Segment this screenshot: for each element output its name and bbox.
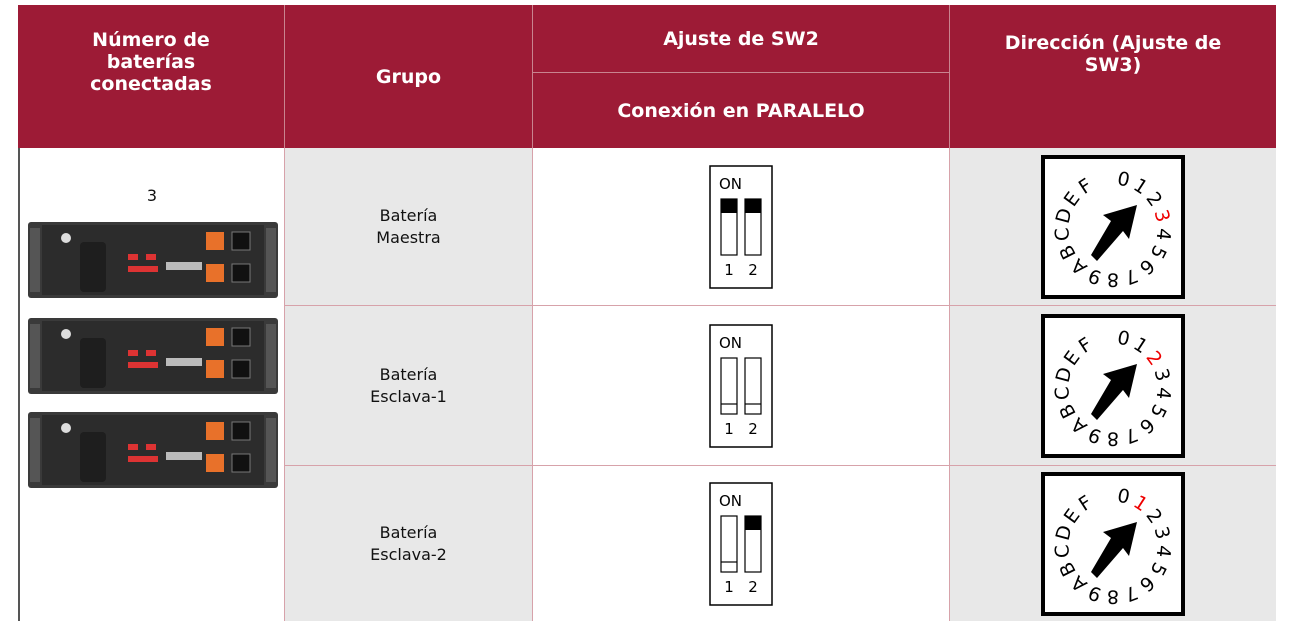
switch-frame bbox=[709, 323, 773, 448]
switch-number: 1 bbox=[724, 578, 734, 596]
dip-switch: ON 1 2 bbox=[709, 481, 773, 606]
group-cell: Batería Esclava-2 bbox=[285, 466, 533, 621]
switch-number: 2 bbox=[748, 261, 758, 279]
dip-switch: ON 1 2 bbox=[709, 323, 773, 448]
header-text: Número de baterías conectadas bbox=[90, 28, 212, 95]
dial-digit: 3 bbox=[1150, 366, 1174, 383]
battery-count: 3 bbox=[146, 186, 158, 205]
dial-digit: 3 bbox=[1150, 207, 1174, 224]
dial-digit: 0 bbox=[1115, 167, 1131, 191]
switch-number: 1 bbox=[724, 420, 734, 438]
switch-slot bbox=[720, 356, 738, 415]
switch-on bbox=[745, 515, 761, 530]
group-name: Batería Esclava-2 bbox=[370, 522, 447, 564]
switch-label: ON bbox=[719, 175, 742, 193]
header-text: Dirección (Ajuste de SW3) bbox=[1004, 32, 1222, 76]
switch-on bbox=[721, 198, 737, 213]
header-sw2: Ajuste de SW2 bbox=[533, 5, 950, 73]
group-name: Batería Esclava-1 bbox=[370, 364, 447, 406]
dip-switch: ON 1 2 bbox=[709, 164, 773, 289]
dial-digit: 4 bbox=[1152, 386, 1175, 400]
switch-slot bbox=[720, 514, 738, 573]
switch-frame bbox=[709, 481, 773, 606]
dial-arrow bbox=[1091, 363, 1137, 420]
dial-digit: 8 bbox=[1107, 268, 1119, 290]
header-sw2-sub: Conexión en PARALELO bbox=[533, 73, 950, 148]
dial-digit: 0 bbox=[1115, 326, 1131, 350]
header-text: Grupo bbox=[375, 65, 442, 88]
header-text: Conexión en PARALELO bbox=[617, 99, 865, 122]
switch-slot bbox=[744, 356, 762, 415]
switch-cell: ON 1 2 bbox=[533, 148, 950, 306]
dial-digit: 0 bbox=[1115, 484, 1131, 508]
switch-cell: ON 1 2 bbox=[533, 306, 950, 466]
header-group: Grupo bbox=[285, 5, 533, 148]
dial-digit: D bbox=[1052, 523, 1077, 543]
dial-arrow bbox=[1091, 521, 1137, 578]
dial-digit: 8 bbox=[1107, 585, 1119, 607]
switch-label: ON bbox=[719, 334, 742, 352]
switch-cell: ON 1 2 bbox=[533, 466, 950, 621]
dial-digit: D bbox=[1052, 206, 1077, 226]
group-name: Batería Maestra bbox=[376, 205, 441, 247]
header-text: Ajuste de SW2 bbox=[663, 27, 819, 50]
dial-digit: C bbox=[1051, 385, 1074, 401]
header-sw3: Dirección (Ajuste de SW3) bbox=[950, 5, 1276, 148]
switch-number: 1 bbox=[724, 261, 734, 279]
group-cell: Batería Maestra bbox=[285, 148, 533, 306]
dial-digit: 3 bbox=[1150, 524, 1174, 541]
dial-digit: C bbox=[1051, 226, 1074, 242]
battery-stack bbox=[28, 222, 278, 489]
dial-digit: C bbox=[1051, 543, 1074, 559]
switch-number: 2 bbox=[748, 578, 758, 596]
switch-on bbox=[745, 198, 761, 213]
battery-cell: 3 bbox=[18, 148, 285, 621]
switch-frame bbox=[709, 164, 773, 289]
dial-digit: 4 bbox=[1152, 544, 1175, 558]
dial-digit: 4 bbox=[1152, 227, 1175, 241]
dial-digit: 8 bbox=[1107, 427, 1119, 449]
dial-arrow bbox=[1091, 204, 1137, 261]
dial-digit: D bbox=[1052, 365, 1077, 385]
switch-number: 2 bbox=[748, 420, 758, 438]
header-batteries: Número de baterías conectadas bbox=[18, 5, 285, 148]
switch-label: ON bbox=[719, 492, 742, 510]
group-cell: Batería Esclava-1 bbox=[285, 306, 533, 466]
